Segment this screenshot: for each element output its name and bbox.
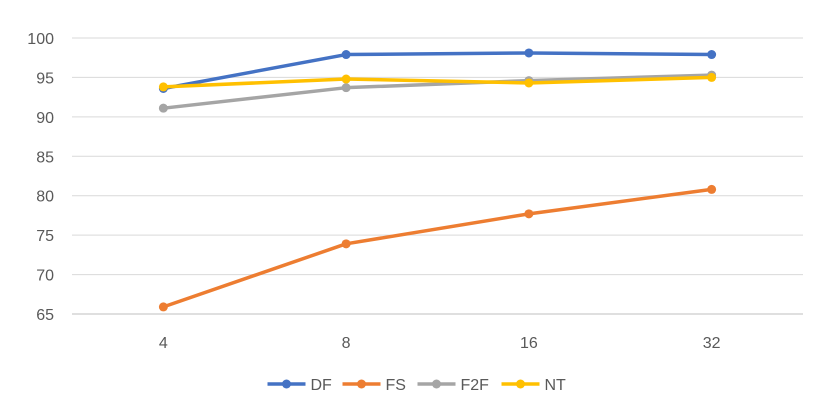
data-point-f2f bbox=[341, 83, 351, 93]
data-point-fs bbox=[707, 184, 717, 194]
y-tick-label: 90 bbox=[36, 110, 54, 127]
y-tick-label: 80 bbox=[36, 189, 54, 206]
y-tick-label: 100 bbox=[27, 31, 54, 48]
legend-swatch-marker bbox=[357, 379, 366, 389]
grid-lines bbox=[72, 37, 803, 315]
y-tick-label: 95 bbox=[36, 70, 54, 87]
legend-swatch-marker bbox=[432, 379, 441, 389]
data-point-df bbox=[524, 48, 534, 58]
legend-label: DF bbox=[311, 377, 333, 394]
series-line-f2f bbox=[161, 73, 714, 110]
legend-swatch-marker bbox=[282, 379, 291, 389]
y-tick-label: 65 bbox=[36, 307, 54, 324]
series-line-fs bbox=[161, 187, 714, 309]
legend-item-f2f: F2F bbox=[417, 377, 490, 394]
legend-item-df: DF bbox=[267, 377, 333, 394]
series-line-nt bbox=[161, 75, 714, 89]
data-point-fs bbox=[341, 239, 351, 249]
legend-label: FS bbox=[386, 377, 406, 394]
data-point-df bbox=[707, 50, 717, 60]
legend-item-nt: NT bbox=[501, 377, 567, 394]
data-point-nt bbox=[341, 74, 351, 84]
y-tick-label: 70 bbox=[36, 268, 54, 285]
data-series bbox=[158, 48, 717, 312]
y-tick-label: 75 bbox=[36, 228, 54, 245]
series-df bbox=[158, 48, 717, 93]
series-f2f bbox=[158, 70, 717, 113]
data-point-f2f bbox=[158, 103, 168, 113]
legend-item-fs: FS bbox=[342, 377, 406, 394]
y-tick-label: 85 bbox=[36, 149, 54, 166]
legend-label: F2F bbox=[461, 377, 490, 394]
y-axis-tick-labels: 65 70 75 80 85 90 95 100 bbox=[27, 31, 54, 324]
series-nt bbox=[158, 72, 717, 92]
series-line-df bbox=[161, 51, 714, 91]
data-point-fs bbox=[524, 209, 534, 219]
data-point-nt bbox=[707, 72, 717, 82]
data-point-fs bbox=[158, 302, 168, 312]
x-axis-tick-labels: 4 8 16 32 bbox=[159, 335, 721, 352]
data-point-df bbox=[341, 50, 351, 60]
data-point-nt bbox=[524, 78, 534, 88]
legend: DF FS F2F NT bbox=[267, 377, 567, 394]
legend-swatch-marker bbox=[516, 379, 525, 389]
data-point-nt bbox=[158, 82, 168, 92]
legend-label: NT bbox=[545, 377, 567, 394]
x-tick-label: 4 bbox=[159, 335, 168, 352]
x-tick-label: 8 bbox=[342, 335, 351, 352]
x-tick-label: 32 bbox=[703, 335, 721, 352]
x-tick-label: 16 bbox=[520, 335, 538, 352]
series-fs bbox=[158, 184, 717, 312]
